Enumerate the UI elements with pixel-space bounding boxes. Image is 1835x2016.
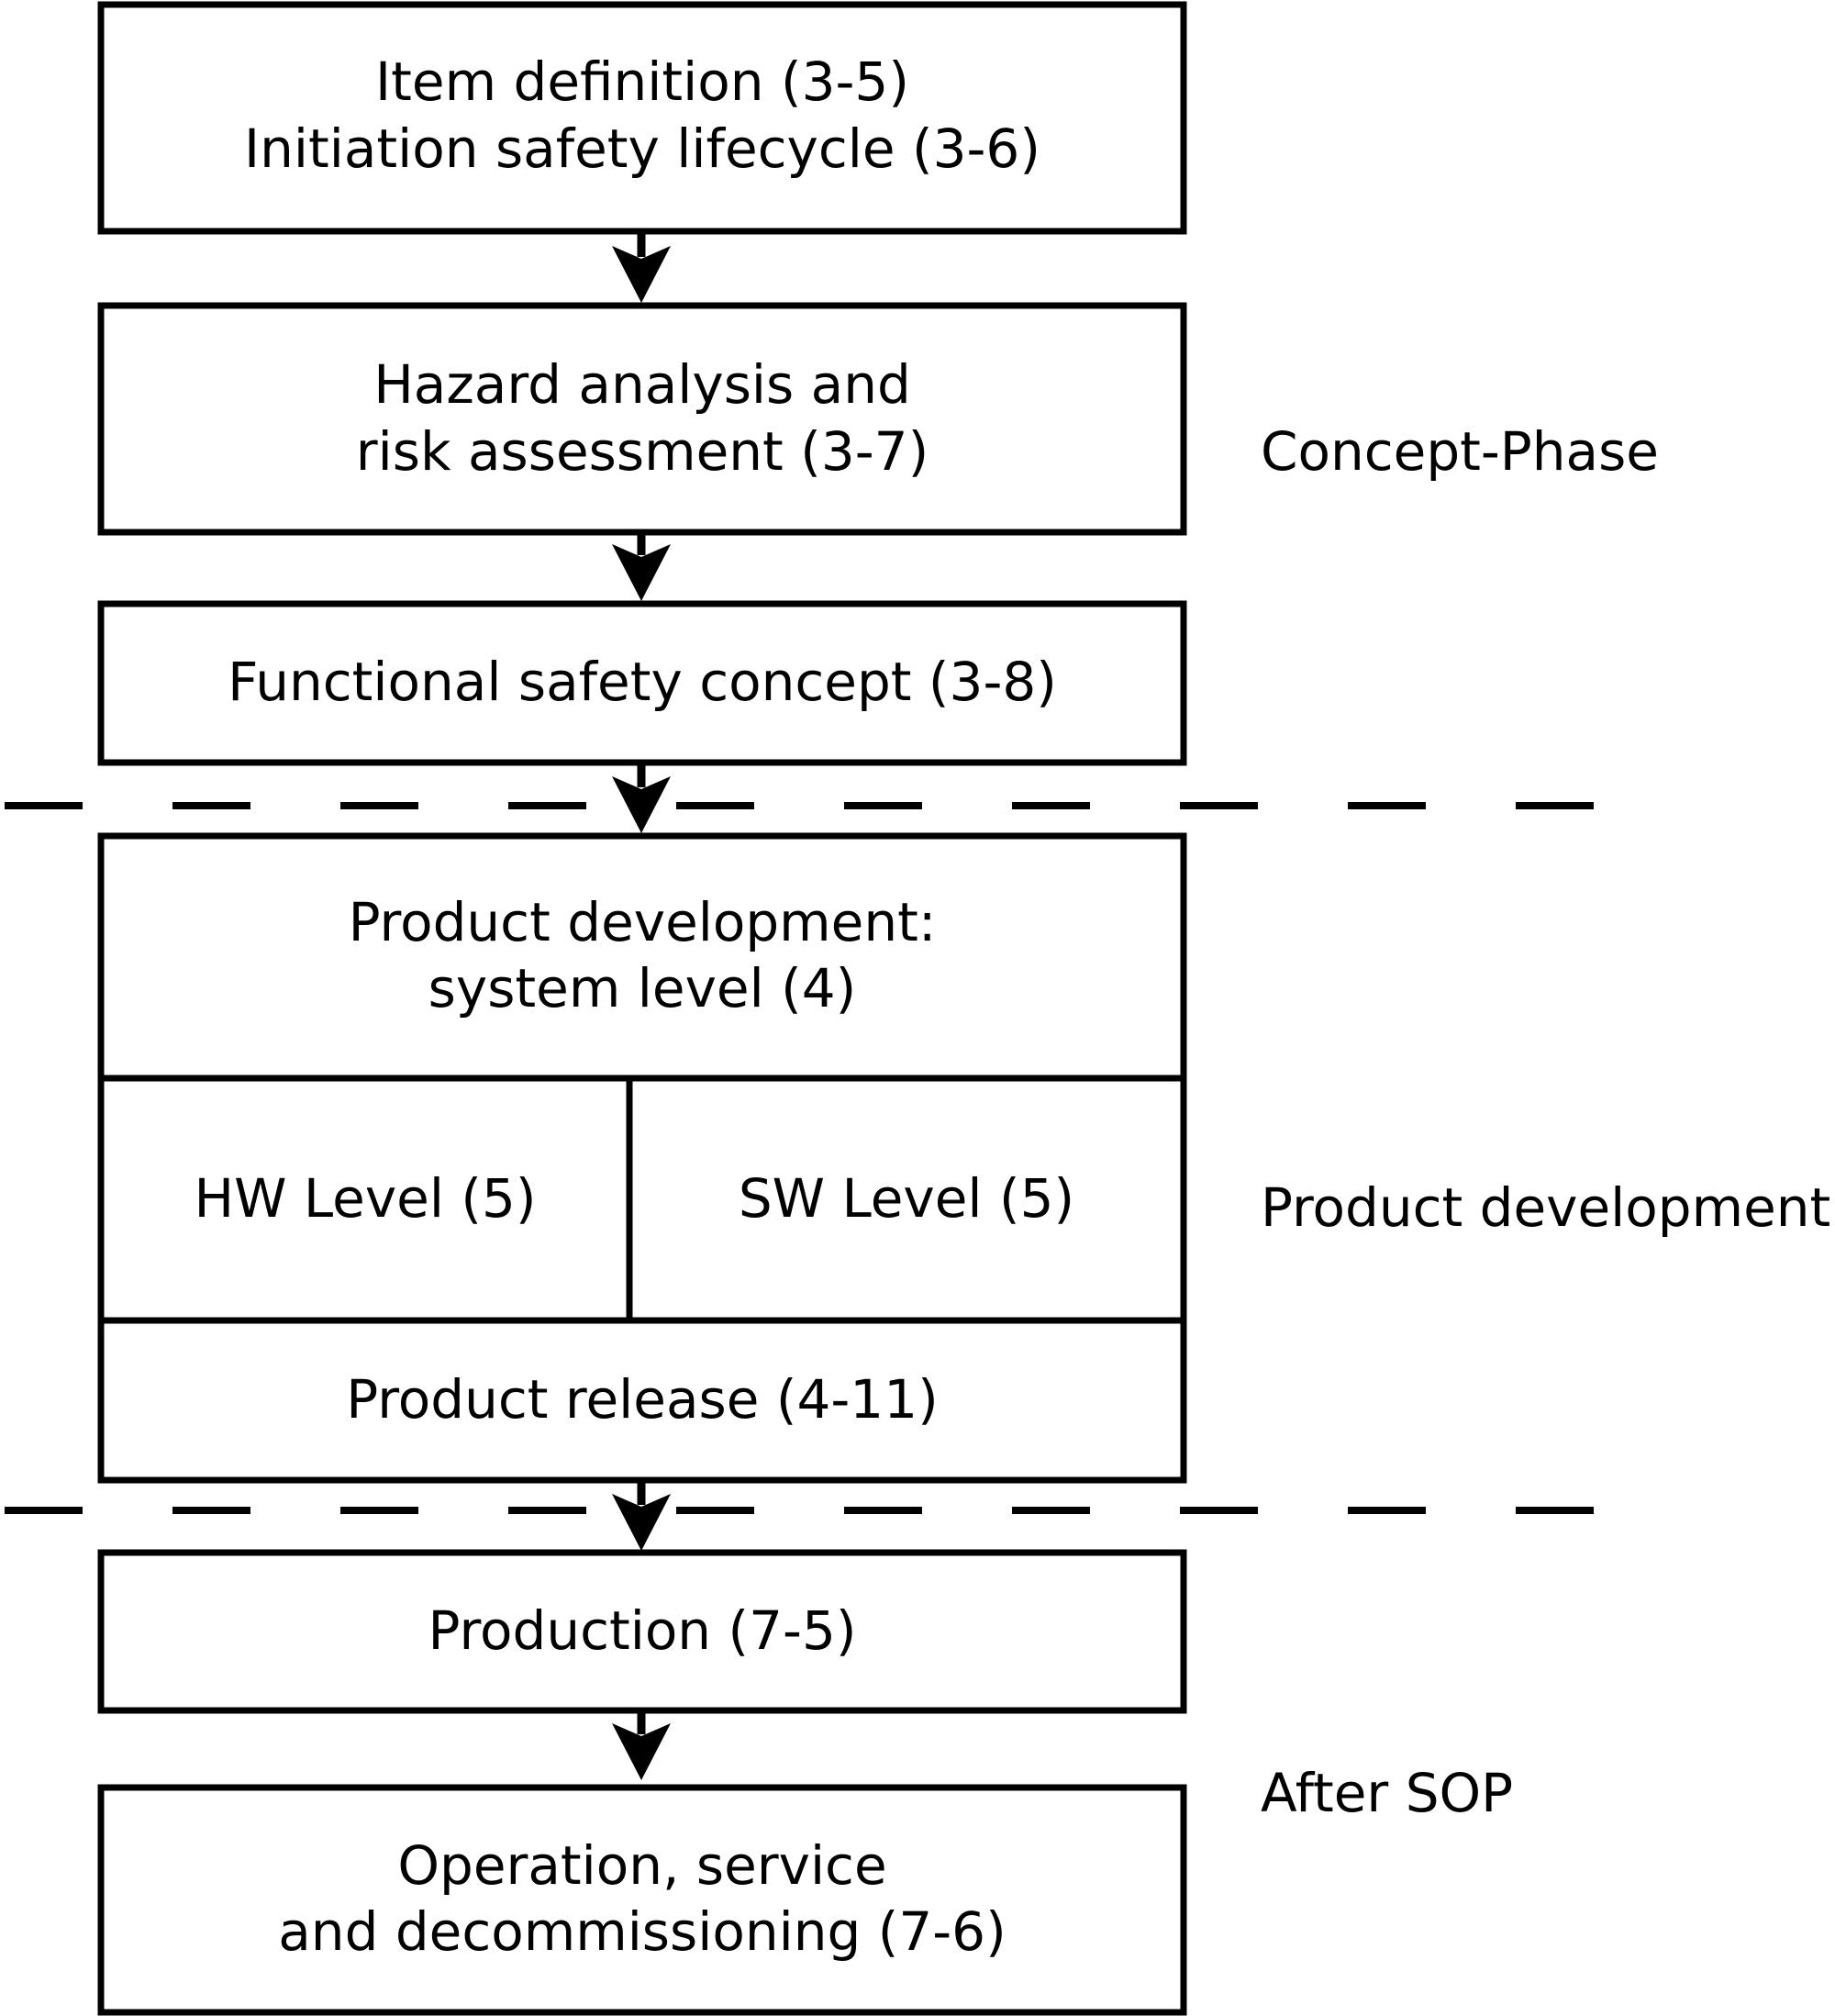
arrow-production-to-operation xyxy=(612,1710,671,1780)
operation-box: Operation, service and decommissioning (… xyxy=(97,1784,1187,2016)
arrow-hazard-to-functional xyxy=(612,532,671,601)
phase-label-after-sop: After SOP xyxy=(1261,1762,1513,1824)
hw-level-label: HW Level (5) xyxy=(194,1167,536,1230)
operation-service-label: Operation, service xyxy=(397,1834,886,1897)
initiation-safety-lifecycle-label: Initiation safety lifecycle (3-6) xyxy=(244,117,1040,180)
risk-assessment-label: risk assessment (3-7) xyxy=(356,420,929,483)
phase-label-concept: Concept-Phase xyxy=(1261,420,1659,483)
arrow-item-to-hazard xyxy=(612,231,671,303)
system-level-label: system level (4) xyxy=(428,957,857,1019)
production-label: Production (7-5) xyxy=(428,1599,856,1662)
sw-level-label: SW Level (5) xyxy=(739,1167,1074,1230)
functional-safety-concept-label: Functional safety concept (3-8) xyxy=(228,651,1057,713)
arrow-release-to-production xyxy=(612,1480,671,1551)
item-definition-label: Item definition (3-5) xyxy=(375,50,909,113)
hazard-analysis-label: Hazard analysis and xyxy=(373,353,911,416)
item-definition-box: Item definition (3-5) Initiation safety … xyxy=(97,1,1187,235)
decommissioning-label: and decommissioning (7-6) xyxy=(278,1900,1006,1963)
hazard-analysis-box: Hazard analysis and risk assessment (3-7… xyxy=(97,302,1187,536)
functional-safety-concept-box: Functional safety concept (3-8) xyxy=(97,600,1187,766)
product-development-system-label: Product development: xyxy=(349,891,937,953)
product-development-block: Product development: system level (4) HW… xyxy=(97,832,1187,1484)
arrow-functional-to-product-development xyxy=(612,763,671,833)
phase-label-product-development: Product development xyxy=(1261,1176,1830,1239)
product-release-label: Product release (4-11) xyxy=(346,1368,938,1431)
production-box: Production (7-5) xyxy=(97,1549,1187,1714)
